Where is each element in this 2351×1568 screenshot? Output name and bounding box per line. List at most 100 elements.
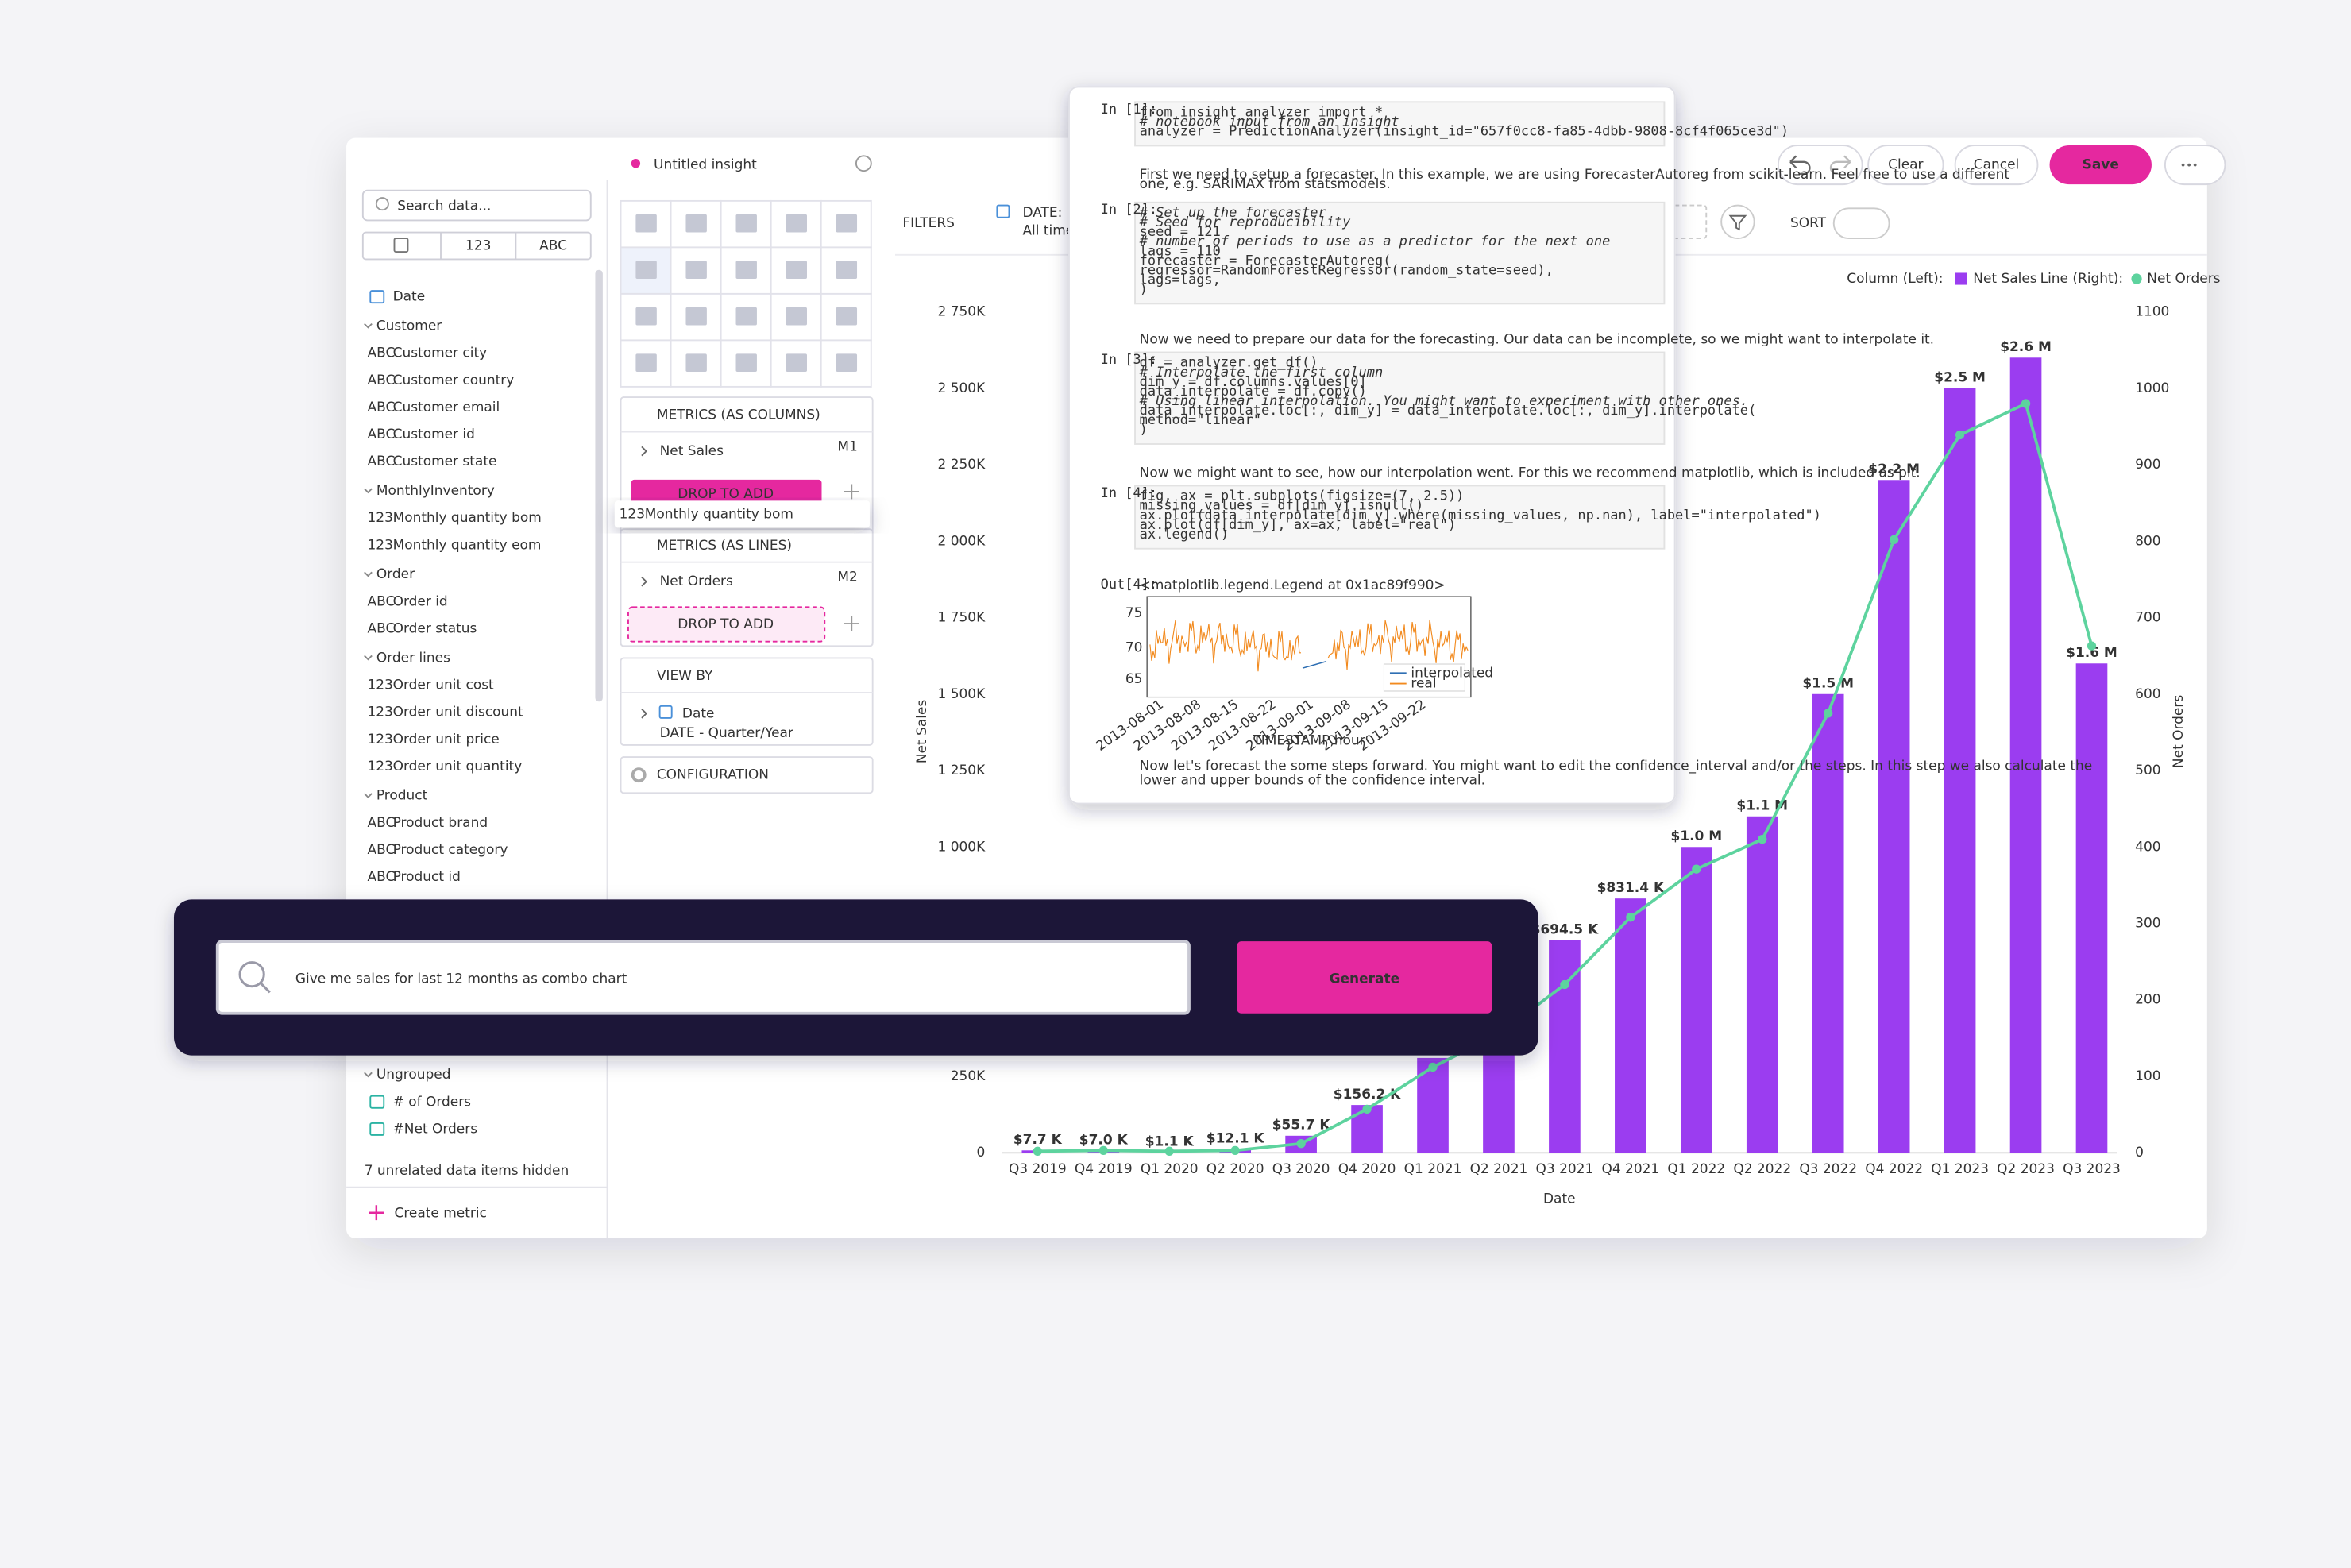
bar xyxy=(1680,847,1712,1153)
bar-value-label: $7.7 K xyxy=(1013,1132,1063,1148)
code-line: lags=lags, xyxy=(1140,272,1221,288)
code-line: data_interpolate.loc[:, dim_y] = data_in… xyxy=(1140,403,1757,419)
search-box[interactable] xyxy=(361,189,592,222)
bar xyxy=(1812,693,1844,1153)
y-tick-label: 2 750K xyxy=(938,304,986,320)
y2-tick-label: 400 xyxy=(2135,839,2160,855)
data-item: Date xyxy=(393,289,426,305)
x-tick-label: Q1 2021 xyxy=(1404,1161,1462,1177)
data-item: Order unit quantity xyxy=(393,759,523,774)
data-item: Order unit cost xyxy=(393,677,494,693)
data-item: Customer state xyxy=(393,454,497,469)
chart-type-option[interactable] xyxy=(620,246,672,295)
line-point xyxy=(1230,1145,1240,1156)
code-line: regressor=RandomForestRegressor(random_s… xyxy=(1140,262,1554,278)
y2-tick-label: 200 xyxy=(2135,992,2160,1008)
bar xyxy=(1483,1047,1515,1153)
y2-tick-label: 800 xyxy=(2135,533,2160,549)
item-type-tag: ABC xyxy=(368,815,396,831)
chart-type-glyph xyxy=(635,307,657,326)
item-type-tag: ABC xyxy=(368,620,396,636)
data-item: #Net Orders xyxy=(393,1121,478,1137)
chart-type-glyph xyxy=(786,307,807,326)
item-type-tag: ABC xyxy=(368,373,396,388)
code-line: analyzer = PredictionAnalyzer(insight_id… xyxy=(1140,124,1789,140)
cancel-label: Cancel xyxy=(1974,157,2020,173)
text-line: one, e.g. SARIMAX from statsmodels. xyxy=(1140,176,1391,192)
config-icon xyxy=(631,767,647,783)
line-point xyxy=(1098,1145,1108,1156)
data-item: Order unit price xyxy=(393,732,500,747)
y2-axis-title: Net Orders xyxy=(2171,695,2187,768)
code-line: method="linear" xyxy=(1140,412,1261,428)
y2-tick-label: 300 xyxy=(2135,916,2160,932)
code-line: # Using linear interpolation. You might … xyxy=(1139,393,1748,409)
bar-value-label: $55.7 K xyxy=(1272,1118,1331,1134)
save-button[interactable] xyxy=(2049,145,2152,185)
code-line: # Set up the forecaster xyxy=(1139,205,1327,221)
filter-button[interactable] xyxy=(1720,204,1755,240)
generate-button[interactable] xyxy=(1237,941,1492,1014)
clear-button[interactable] xyxy=(1867,145,1944,186)
plot-y-tick: 65 xyxy=(1125,671,1143,687)
code-line: ax.legend() xyxy=(1140,527,1229,543)
code-line: seed = 121 xyxy=(1140,224,1221,240)
code-line: # Interpolate the first column xyxy=(1139,365,1384,380)
cancel-button[interactable] xyxy=(1954,145,2039,186)
item-type-tag: ABC xyxy=(368,593,396,609)
x-tick-label: Q2 2023 xyxy=(1997,1161,2055,1177)
prompt-input[interactable] xyxy=(215,940,1191,1015)
data-item: Monthly quantity bom xyxy=(393,510,542,526)
y2-tick-label: 100 xyxy=(2135,1068,2160,1084)
code-cell xyxy=(1134,101,1666,147)
chart-type-glyph xyxy=(685,261,707,280)
drop-zone[interactable] xyxy=(627,606,826,643)
group-chevron xyxy=(364,655,373,661)
create-metric: Create metric xyxy=(394,1206,486,1222)
group-header: Order xyxy=(376,566,415,582)
hidden-note: 7 unrelated data items hidden xyxy=(365,1163,569,1179)
clear-label: Clear xyxy=(1888,157,1923,173)
chart-type-glyph xyxy=(635,214,657,233)
chart-type-glyph xyxy=(735,214,757,233)
bar xyxy=(1944,388,1976,1153)
line-point xyxy=(1889,535,1899,545)
text-line: lower and upper bounds of the confidence… xyxy=(1140,772,1485,788)
type-filter[interactable] xyxy=(361,231,592,261)
bar-value-label: $1.6 M xyxy=(2066,645,2117,661)
code-line: # number of periods to use as a predicto… xyxy=(1139,234,1611,249)
chart-type-glyph xyxy=(685,214,707,233)
filters-label: FILTERS xyxy=(902,215,955,231)
bar-value-label: $1.1 K xyxy=(1145,1134,1195,1150)
code-cell xyxy=(1134,485,1666,550)
view-by-sub: DATE - Quarter/Year xyxy=(660,725,793,741)
bar-value-label: $1.0 M xyxy=(1670,828,1722,844)
code-line: forecaster = ForecasterAutoreg( xyxy=(1140,253,1392,268)
chart-type-glyph xyxy=(635,261,657,280)
view-date-icon xyxy=(658,705,673,719)
code-cell xyxy=(1134,351,1666,445)
type-filter-icon xyxy=(393,238,409,253)
line-point xyxy=(2021,399,2031,408)
bar xyxy=(2075,663,2108,1153)
code-line: df = analyzer.get_df() xyxy=(1140,355,1318,371)
y-tick-label: 1 500K xyxy=(938,686,986,702)
metric-item: Net Sales xyxy=(660,443,724,459)
legend-label: Net Orders xyxy=(2147,271,2220,287)
text-line: Now let's forecast the some steps forwar… xyxy=(1140,758,2092,774)
x-axis-title: Date xyxy=(1543,1191,1576,1207)
plot-legend xyxy=(1383,663,1465,692)
plot-x-label: TIMESTAMP,hour xyxy=(1252,732,1365,748)
line-point xyxy=(1824,709,1833,718)
data-item: Customer email xyxy=(393,400,500,415)
x-tick-label: Q3 2022 xyxy=(1799,1161,1857,1177)
x-tick-label: Q3 2021 xyxy=(1536,1161,1594,1177)
item-type-tag: ABC xyxy=(368,400,396,415)
bar-value-label: $2.2 M xyxy=(1868,462,1920,477)
group-chevron xyxy=(364,1072,373,1078)
text-line: <matplotlib.legend.Legend at 0x1ac89f990… xyxy=(1140,577,1446,593)
item-type-tag: 123 xyxy=(368,537,393,553)
sort-button[interactable] xyxy=(1832,207,1890,240)
panel-box xyxy=(620,756,874,794)
